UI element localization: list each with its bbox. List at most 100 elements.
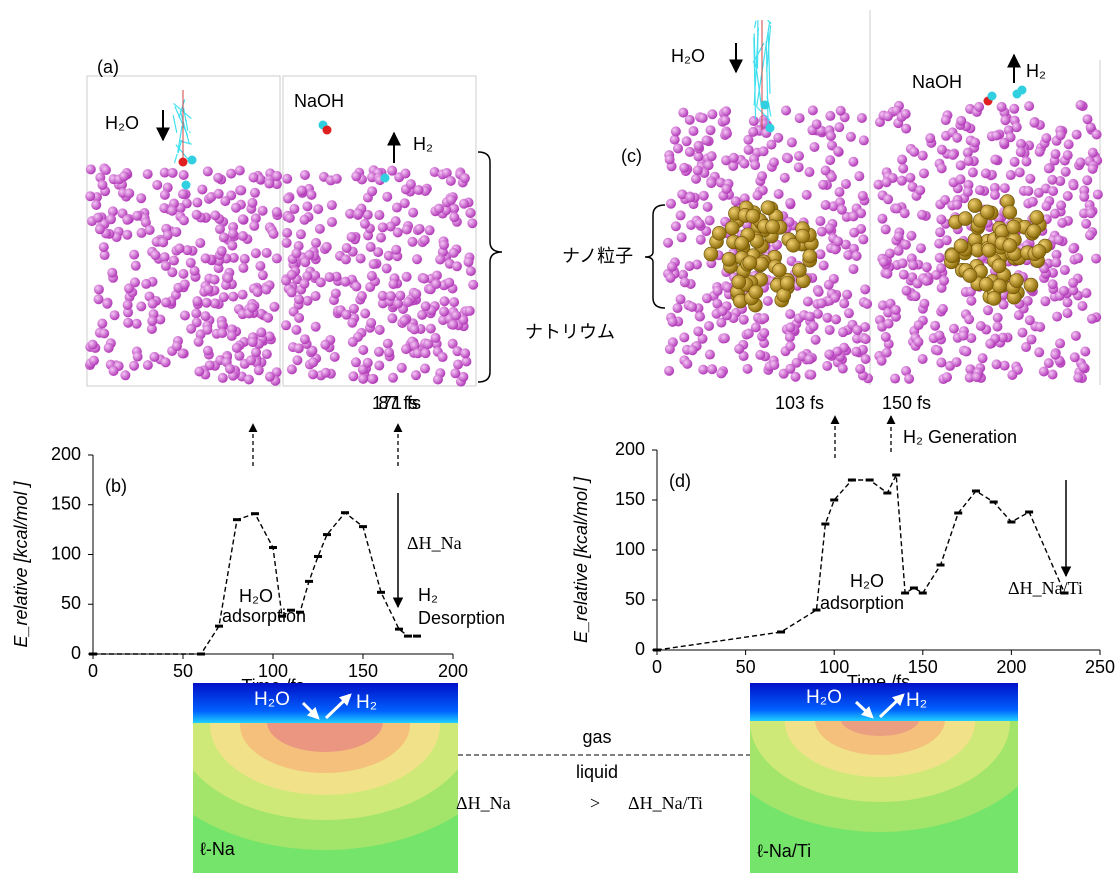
atom bbox=[816, 226, 827, 237]
atom bbox=[848, 264, 859, 275]
y-tick-label: 200 bbox=[615, 439, 645, 459]
atom bbox=[977, 353, 988, 364]
atom bbox=[1081, 288, 1092, 299]
atom bbox=[757, 171, 768, 182]
comparison-operator: > bbox=[590, 793, 600, 813]
atom bbox=[719, 333, 730, 344]
snapshot-frame bbox=[86, 75, 281, 387]
atom bbox=[809, 141, 820, 152]
atom bbox=[329, 351, 340, 362]
atom bbox=[417, 309, 428, 320]
atom bbox=[107, 206, 118, 217]
atom bbox=[983, 305, 994, 316]
molecule-label: H₂ bbox=[906, 690, 927, 711]
atom bbox=[824, 349, 835, 360]
material-label: ℓ-Na bbox=[200, 839, 236, 859]
atom bbox=[362, 209, 373, 220]
atom bbox=[236, 185, 247, 196]
atom bbox=[961, 346, 972, 357]
atom bbox=[837, 363, 848, 374]
atom bbox=[177, 189, 188, 200]
atom bbox=[830, 292, 841, 303]
atom bbox=[401, 271, 412, 282]
atom bbox=[935, 227, 946, 238]
atom bbox=[705, 125, 716, 136]
atom bbox=[252, 287, 263, 298]
atom bbox=[147, 298, 158, 309]
atom bbox=[748, 126, 759, 137]
atom bbox=[430, 332, 441, 343]
atom bbox=[331, 173, 342, 184]
brace bbox=[477, 151, 503, 383]
atom bbox=[941, 235, 952, 246]
atom bbox=[388, 372, 399, 383]
atom bbox=[975, 320, 986, 331]
atom bbox=[999, 360, 1010, 371]
atom bbox=[785, 322, 796, 333]
chain bbox=[172, 115, 178, 133]
atom bbox=[785, 309, 796, 320]
atom bbox=[144, 225, 155, 236]
atom bbox=[1073, 253, 1084, 264]
atom bbox=[458, 314, 469, 325]
cluster-atom bbox=[992, 278, 1007, 294]
atom bbox=[721, 106, 732, 117]
atom bbox=[695, 234, 706, 245]
atom bbox=[220, 196, 231, 207]
atom bbox=[360, 308, 371, 319]
atom bbox=[742, 363, 753, 374]
molecule-atom bbox=[987, 91, 997, 101]
atom bbox=[858, 135, 869, 146]
atom bbox=[1078, 362, 1089, 373]
atom bbox=[308, 357, 319, 368]
atom bbox=[108, 366, 119, 377]
atom bbox=[881, 177, 892, 188]
cluster-atom bbox=[981, 242, 997, 258]
y-tick-label: 150 bbox=[51, 494, 81, 514]
atom bbox=[223, 273, 234, 284]
cluster-atom bbox=[1031, 244, 1047, 259]
y-tick-label: 100 bbox=[615, 539, 645, 559]
atom bbox=[1021, 342, 1032, 353]
atom bbox=[963, 156, 974, 167]
atom bbox=[693, 151, 704, 162]
atom bbox=[942, 372, 953, 383]
atom bbox=[461, 356, 472, 367]
atom bbox=[408, 207, 419, 218]
atom bbox=[189, 265, 200, 276]
atom bbox=[698, 364, 709, 375]
atom bbox=[140, 217, 151, 228]
atom bbox=[396, 362, 407, 373]
molecule-label: H₂ bbox=[356, 692, 377, 713]
atom bbox=[1062, 190, 1073, 201]
atom bbox=[132, 351, 143, 362]
atom bbox=[1068, 285, 1079, 296]
atom bbox=[1011, 122, 1022, 133]
material-label: ℓ-Na/Ti bbox=[757, 841, 811, 861]
time-label: 171 fs bbox=[372, 393, 421, 413]
atom bbox=[999, 137, 1010, 148]
atom bbox=[721, 128, 732, 139]
atom bbox=[716, 317, 727, 328]
atom bbox=[122, 299, 133, 310]
atom bbox=[296, 185, 307, 196]
atom bbox=[1068, 243, 1079, 254]
atom bbox=[314, 223, 325, 234]
atom bbox=[1079, 191, 1090, 202]
atom bbox=[918, 168, 929, 179]
atom bbox=[299, 334, 310, 345]
atom bbox=[697, 333, 708, 344]
atom bbox=[992, 321, 1003, 332]
annotation: adsorption bbox=[820, 593, 904, 613]
atom bbox=[952, 132, 963, 143]
atom bbox=[213, 188, 224, 199]
atom bbox=[1035, 322, 1046, 333]
atom bbox=[129, 360, 140, 371]
atom bbox=[351, 171, 362, 182]
atom bbox=[191, 308, 202, 319]
atom bbox=[849, 227, 860, 238]
atom bbox=[315, 277, 326, 288]
atom bbox=[880, 331, 891, 342]
atom bbox=[194, 366, 205, 377]
atom bbox=[816, 298, 827, 309]
